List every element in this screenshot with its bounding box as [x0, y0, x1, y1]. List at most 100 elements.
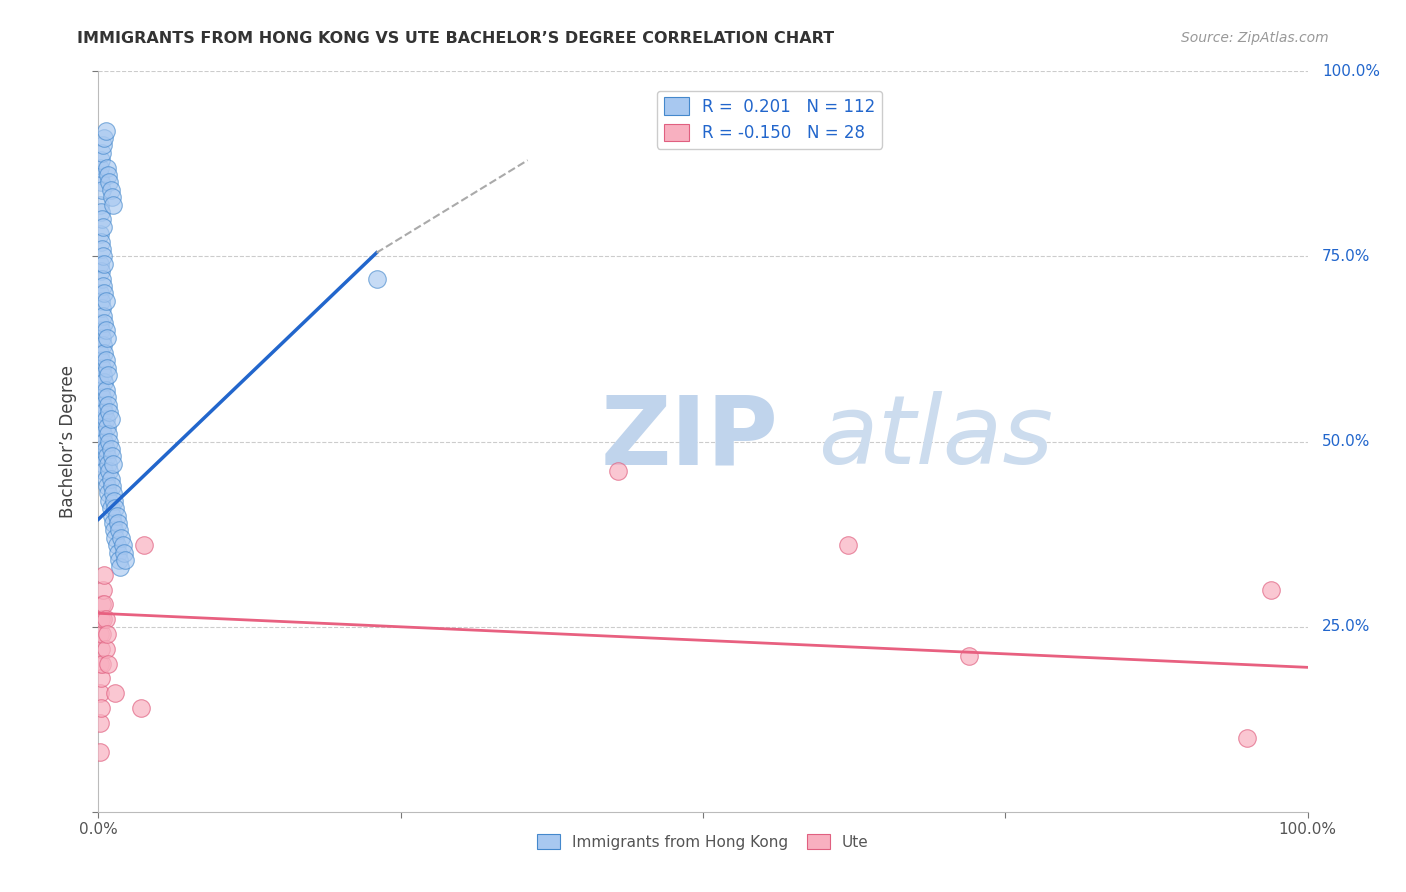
Point: [100, 183, 122, 197]
Point: [90, 264, 112, 278]
Point: [94, 324, 117, 338]
Point: [89, 715, 111, 730]
Point: [94, 412, 117, 426]
Point: [91, 368, 114, 382]
Point: [607, 464, 630, 478]
Point: [90, 701, 112, 715]
Point: [94, 353, 117, 368]
Point: [89, 168, 111, 182]
Point: [98, 464, 121, 478]
Point: [93, 316, 115, 330]
Point: [103, 493, 125, 508]
Point: [89, 197, 111, 211]
Point: [105, 508, 128, 523]
Point: [98, 434, 121, 449]
Point: [90, 175, 112, 190]
Point: [94, 641, 117, 656]
Point: [91, 657, 114, 671]
Point: [91, 279, 114, 293]
Point: [97, 427, 120, 442]
Text: 25.0%: 25.0%: [1322, 619, 1371, 634]
Point: [96, 360, 118, 375]
Point: [98, 405, 121, 419]
Point: [100, 471, 122, 485]
Point: [89, 376, 111, 390]
Point: [91, 331, 114, 345]
Text: 50.0%: 50.0%: [1322, 434, 1371, 449]
Point: [104, 501, 127, 516]
Point: [90, 153, 112, 168]
Point: [93, 434, 115, 449]
Point: [108, 524, 131, 538]
Point: [91, 627, 114, 641]
Point: [837, 538, 859, 552]
Legend: Immigrants from Hong Kong, Ute: Immigrants from Hong Kong, Ute: [531, 828, 875, 856]
Point: [91, 212, 114, 227]
Point: [89, 286, 111, 301]
Point: [101, 486, 124, 500]
Point: [93, 131, 115, 145]
Point: [97, 168, 120, 182]
Point: [91, 419, 114, 434]
Point: [129, 701, 152, 715]
Point: [90, 293, 112, 308]
Point: [91, 145, 114, 160]
Point: [97, 457, 120, 471]
Point: [93, 598, 115, 612]
Point: [107, 516, 129, 530]
Point: [96, 161, 118, 175]
Point: [91, 582, 114, 597]
Point: [91, 338, 114, 352]
Point: [1236, 731, 1258, 745]
Point: [89, 257, 111, 271]
Point: [97, 368, 120, 382]
Point: [96, 627, 118, 641]
Point: [103, 524, 125, 538]
Text: IMMIGRANTS FROM HONG KONG VS UTE BACHELOR’S DEGREE CORRELATION CHART: IMMIGRANTS FROM HONG KONG VS UTE BACHELO…: [77, 31, 834, 46]
Point: [89, 316, 111, 330]
Text: ZIP: ZIP: [600, 392, 778, 484]
Point: [91, 398, 114, 412]
Point: [91, 301, 114, 316]
Point: [89, 227, 111, 242]
Point: [90, 205, 112, 219]
Y-axis label: Bachelor’s Degree: Bachelor’s Degree: [59, 365, 77, 518]
Point: [100, 190, 122, 204]
Point: [100, 479, 122, 493]
Point: [91, 427, 114, 442]
Point: [90, 412, 112, 426]
Point: [112, 546, 135, 560]
Point: [93, 567, 115, 582]
Point: [90, 442, 112, 456]
Point: [96, 331, 118, 345]
Point: [94, 383, 117, 397]
Point: [90, 235, 112, 249]
Point: [101, 197, 124, 211]
Point: [105, 538, 128, 552]
Point: [100, 412, 122, 426]
Text: 75.0%: 75.0%: [1322, 249, 1371, 264]
Point: [89, 161, 111, 175]
Point: [111, 538, 134, 552]
Point: [93, 286, 115, 301]
Point: [108, 553, 131, 567]
Point: [100, 501, 122, 516]
Point: [93, 376, 115, 390]
Point: [134, 538, 156, 552]
Point: [96, 390, 118, 404]
Point: [108, 560, 131, 574]
Point: [91, 450, 114, 464]
Point: [104, 686, 127, 700]
Point: [114, 553, 136, 567]
Point: [89, 405, 111, 419]
Point: [96, 479, 118, 493]
Point: [97, 657, 120, 671]
Point: [110, 531, 132, 545]
Point: [91, 360, 114, 375]
Point: [91, 457, 114, 471]
Point: [89, 746, 111, 760]
Point: [94, 471, 117, 485]
Point: [98, 175, 121, 190]
Point: [89, 657, 111, 671]
Point: [93, 405, 115, 419]
